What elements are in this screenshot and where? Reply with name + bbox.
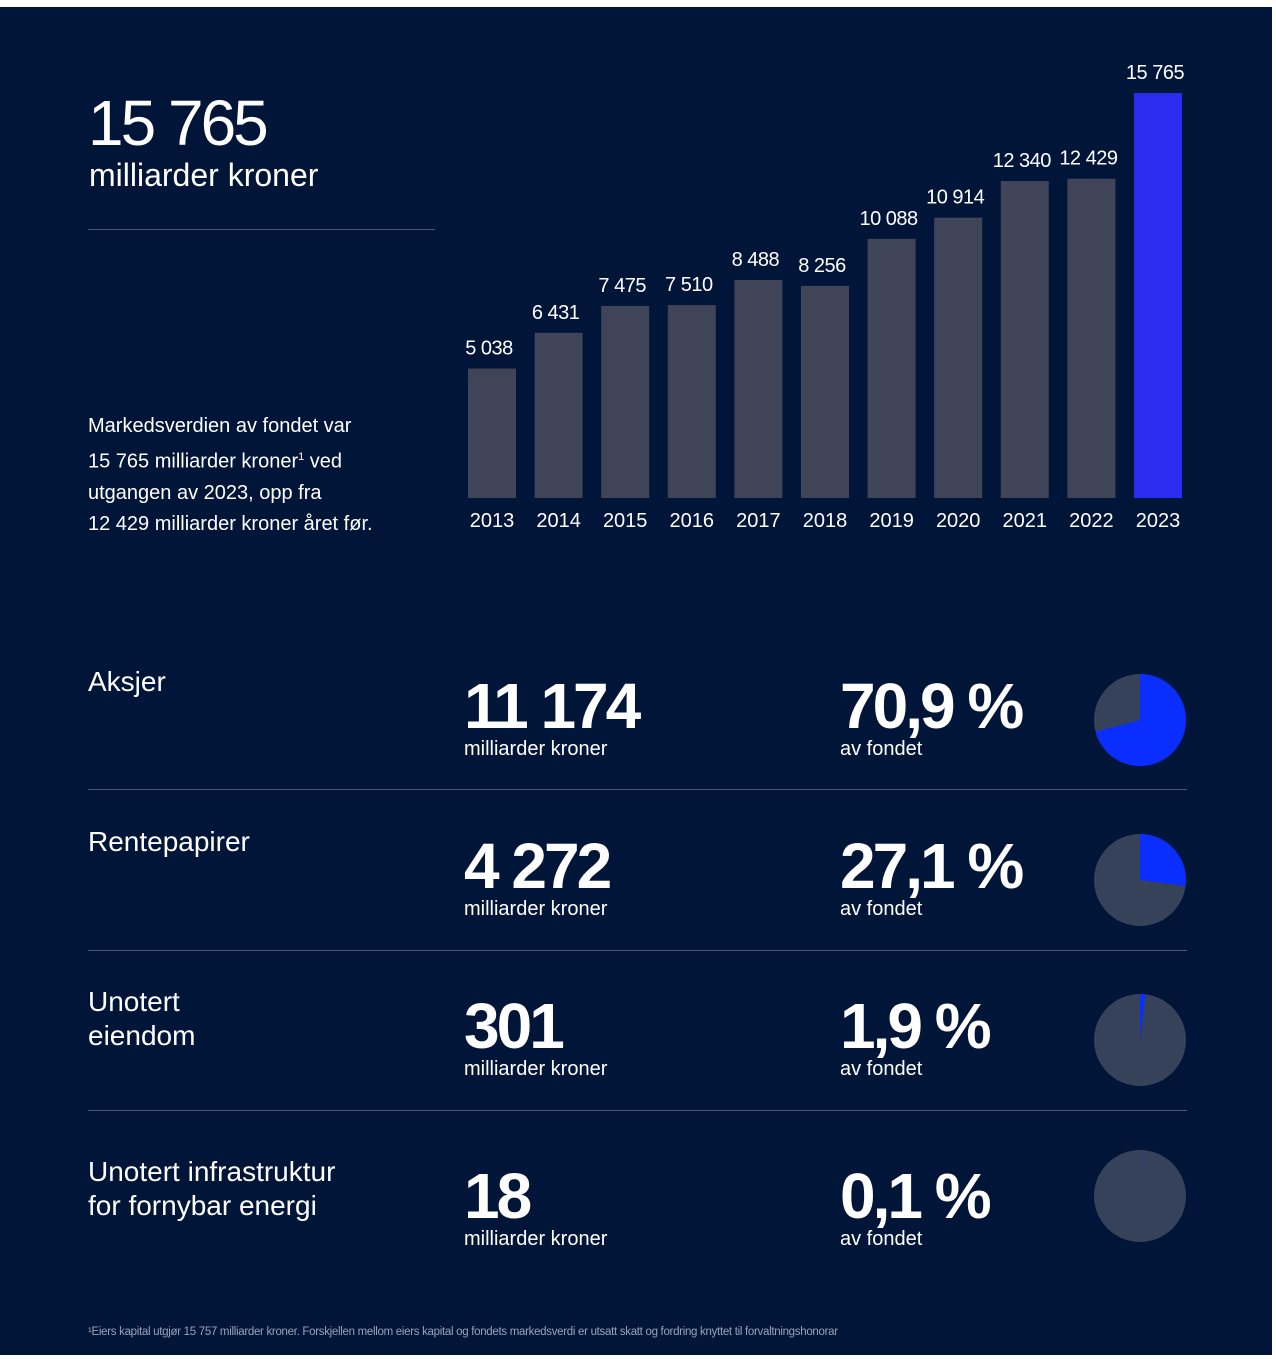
asset-value: 301 [464,990,565,1062]
bar-2014 [534,332,583,498]
asset-unit: milliarder kroner [464,1058,608,1080]
bar-value-label: 7 510 [665,274,713,296]
bar-value-label: 5 038 [465,338,513,360]
divider [88,229,435,230]
bar-2018 [801,285,849,498]
bar-value-label: 15 765 [1126,62,1185,84]
intro-line: Markedsverdien av fondet var [88,415,352,437]
footnote: ¹Eiers kapital utgjør 15 757 milliarder … [88,1326,838,1338]
asset-label: Unotert infrastruktur for fornybar energi [88,1156,336,1221]
bar-2023 [1134,93,1182,498]
asset-percent-sub: av fondet [840,738,923,760]
x-tick-label: 2017 [736,510,781,532]
bar-2013 [468,368,516,498]
bar-value-label: 7 475 [598,275,646,297]
row-divider [88,789,1187,790]
share-pie-chart [1094,994,1186,1086]
asset-percent-sub: av fondet [840,898,923,920]
asset-percent-sub: av fondet [840,1058,923,1080]
asset-percent-sub: av fondet [840,1228,923,1250]
bar-value-label: 10 088 [860,208,919,230]
bar-value-label: 12 429 [1059,148,1118,170]
bar-2015 [601,305,650,498]
x-tick-label: 2015 [603,510,648,532]
x-tick-label: 2018 [803,510,848,532]
row-divider [88,950,1187,951]
x-tick-label: 2021 [1003,510,1048,532]
x-tick-label: 2019 [869,510,914,532]
bar-2021 [1000,180,1049,499]
asset-unit: milliarder kroner [464,898,608,920]
share-pie-chart [1094,1150,1186,1242]
x-tick-label: 2022 [1069,510,1114,532]
row-divider [88,1110,1187,1111]
bar-2020 [934,217,983,498]
bar-value-label: 8 488 [732,249,780,271]
headline-value: 15 765 [88,87,269,159]
asset-unit: milliarder kroner [464,1228,608,1250]
asset-percent: 0,1 % [840,1160,992,1232]
x-tick-label: 2023 [1136,510,1181,532]
asset-label: Aksjer [88,666,166,697]
x-tick-label: 2020 [936,510,981,532]
bar-value-label: 10 914 [926,187,985,209]
pie-share-slice [1140,994,1146,1040]
x-tick-label: 2013 [470,510,515,532]
asset-percent: 70,9 % [840,670,1024,742]
asset-value: 11 174 [464,670,641,742]
asset-unit: milliarder kroner [464,738,608,760]
asset-percent: 1,9 % [840,990,992,1062]
bar-value-label: 8 256 [798,255,846,277]
intro-line: 15 765 milliarder kroner1 ved [88,442,373,478]
asset-value: 18 [464,1160,532,1232]
asset-label: Unotert eiendom [88,986,196,1051]
pie-share-slice [1095,674,1186,766]
intro-text-part: 15 765 milliarder kroner [88,450,299,473]
asset-label: Rentepapirer [88,826,250,857]
bar-2019 [867,238,916,498]
bar-value-label: 6 431 [532,302,580,324]
pie-share-slice [1140,834,1186,887]
intro-text: Markedsverdien av fondet var 15 765 mill… [88,411,373,540]
headline-unit: milliarder kroner [89,157,319,193]
asset-percent: 27,1 % [840,830,1024,902]
market-value-bar-chart: 5 038 2013 6 431 2014 7 475 2015 7 510 2016 8 48… [465,62,1185,532]
infographic-panel: 15 765 milliarder kroner Markedsverdien … [0,7,1272,1355]
bar-2016 [667,305,716,498]
intro-line: 12 429 milliarder kroner året før. [88,512,373,535]
x-tick-label: 2014 [536,510,581,532]
bar-value-label: 12 340 [993,150,1052,172]
asset-value: 4 272 [464,830,612,902]
share-pie-chart [1094,834,1186,926]
intro-text-part: ved [304,450,343,473]
share-pie-chart [1094,674,1186,766]
bar-2022 [1067,178,1116,498]
footnote-marker: 1 [298,451,305,463]
intro-line: utgangen av 2023, opp fra [88,481,322,504]
bar-2017 [734,279,783,498]
x-tick-label: 2016 [670,510,715,532]
